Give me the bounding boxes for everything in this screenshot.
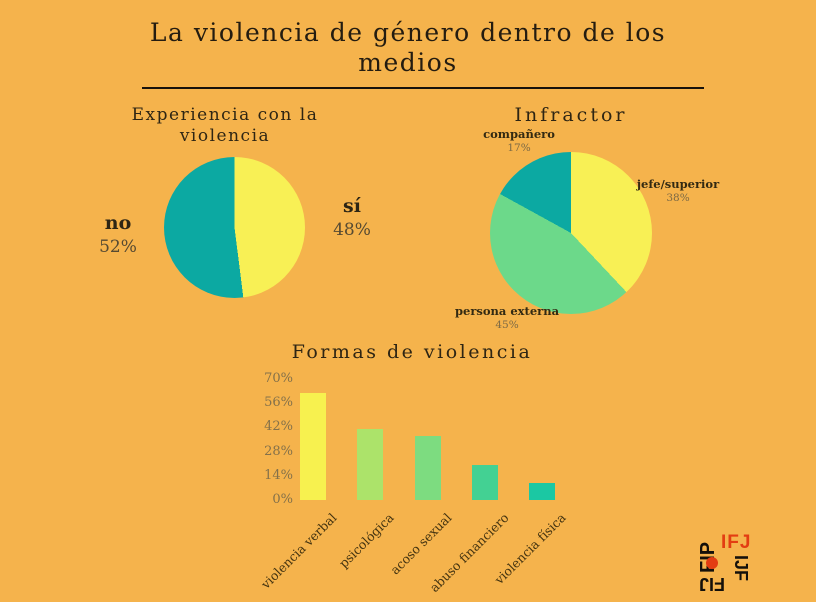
pie-label-no-pct: 52% [99, 236, 137, 257]
pie-label-si: sí 48% [320, 194, 384, 241]
pie-label-companero-text: compañero [483, 127, 555, 141]
ifj-logo-ijf-text: IJF [731, 555, 751, 582]
pie-label-persona-externa: persona externa 45% [452, 304, 562, 333]
bar-acoso-sexual [414, 436, 441, 500]
y-axis-tick-0pct: 0% [272, 492, 293, 507]
pie-label-no: no 52% [86, 211, 150, 258]
y-axis-tick-28pct: 28% [264, 443, 293, 459]
experience-pie-title: Experiencia con la violencia [131, 105, 319, 147]
pie-label-jefe-superior-text: jefe/superior [636, 177, 720, 191]
y-axis-tick-14pct: 14% [264, 467, 293, 483]
ifj-logo-red-dot-icon [706, 557, 718, 569]
page-title: La violencia de género dentro de los med… [149, 18, 667, 77]
offender-pie-title: Infractor [514, 104, 628, 126]
bar-violencia-fisica [529, 482, 556, 500]
pie-label-persona-externa-pct: 45% [495, 318, 519, 331]
y-axis-tick-56pct: 56% [264, 395, 293, 411]
pie-label-si-text: sí [343, 195, 361, 217]
offender-pie-chart [490, 152, 652, 314]
bar-abuso-financiero [471, 465, 498, 500]
pie-label-jefe-superior: jefe/superior 38% [623, 177, 733, 206]
pie-label-persona-externa-text: persona externa [454, 304, 560, 318]
y-axis-tick-42pct: 42% [264, 419, 293, 435]
pie-label-companero: compañero 17% [464, 127, 574, 156]
forms-of-violence-bar-chart: 70% 56% 42% 28% 14% 0% violencia verbal psicoló… [255, 370, 595, 595]
ifj-logo-ifj-text: IFJ [721, 532, 752, 553]
bar-chart-title: Formas de violencia [291, 341, 533, 363]
title-underline-rule [142, 87, 704, 89]
pie-label-si-pct: 48% [333, 219, 371, 240]
ifj-logo: FIP IFJ IJF FIJ [697, 531, 762, 601]
pie-label-jefe-superior-pct: 38% [666, 191, 690, 204]
y-axis-tick-70pct: 70% [264, 371, 293, 386]
ifj-logo-fij-text: FIJ [699, 574, 726, 594]
pie-label-companero-pct: 17% [507, 141, 531, 154]
bar-violencia-verbal [300, 392, 326, 500]
pie-label-no-text: no [104, 212, 132, 234]
bar-psicologica [357, 429, 384, 500]
experience-pie-chart [164, 157, 305, 298]
